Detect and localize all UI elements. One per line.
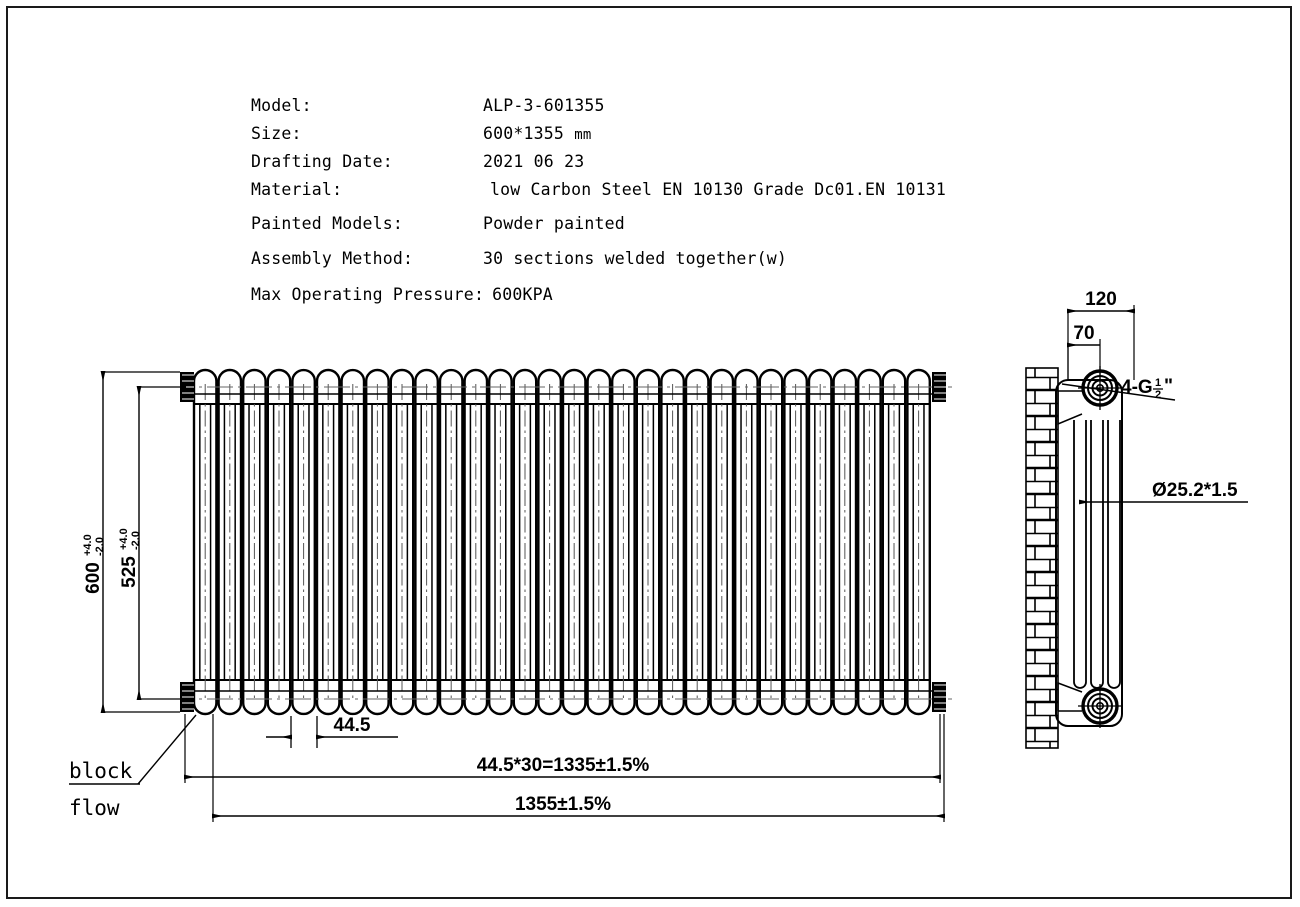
fin-array [192, 368, 931, 716]
label-thread-prefix: 4-G [1121, 377, 1153, 398]
label-thread-suffix: " [1164, 376, 1173, 397]
section-tube-edge [764, 404, 778, 680]
spec-label-pressure: Max Operating Pressure: [251, 285, 485, 304]
manifold-centerlines [168, 386, 952, 700]
dimension-pitch: 44.5 [266, 715, 398, 748]
spec-label-assembly: Assembly Method: [251, 249, 414, 268]
label-flow: flow [69, 796, 120, 820]
dim-525-value: 525 [119, 556, 140, 588]
manifold-lines [182, 393, 944, 692]
spec-value-size-number: 600*1355 [483, 124, 565, 143]
spec-label-painted: Painted Models: [251, 214, 404, 233]
section-tube-edge [420, 404, 433, 680]
section-tube-edge [592, 404, 605, 680]
side-body-outline [1055, 379, 1123, 727]
dim-525-minus: -2.0 [130, 531, 142, 550]
end-plug-left [180, 372, 194, 712]
section-tube-edge [641, 404, 655, 680]
section-tube-edge [814, 404, 827, 680]
section-tube-edge [543, 404, 556, 680]
label-thread-denominator: 2 [1155, 389, 1161, 401]
spec-value-size: 600*1355 mm [483, 124, 1011, 143]
section-tube-edge [322, 404, 335, 680]
dimension-height-overall: 600 +4.0 -2.0 [82, 371, 180, 713]
callout-thread: 4-G 1 2 " [1061, 376, 1176, 401]
section-tube-edge [248, 404, 261, 680]
spec-row-model: Model: ALP-3-601355 [251, 96, 1011, 124]
side-tube-columns [1073, 420, 1121, 689]
section-tube-edge [518, 404, 532, 680]
section-tube-edge [346, 404, 359, 680]
wall-brackets [1057, 390, 1083, 712]
section-tube-edge [371, 404, 384, 680]
wall-brick-hatch [1025, 367, 1059, 749]
section-tube-edge [445, 404, 458, 680]
spec-value-model: ALP-3-601355 [483, 96, 605, 115]
dimension-width-overall: 1355±1.5% [212, 714, 945, 822]
label-tube-size: Ø25.2*1.5 [1152, 480, 1238, 501]
spec-row-pressure: Max Operating Pressure: 600KPA [251, 285, 1011, 313]
section-tube-edge [568, 404, 581, 680]
drawing-border [6, 6, 1292, 899]
dim-600-value: 600 [83, 562, 104, 594]
section-tube-edge [740, 404, 753, 680]
section-tube-edge [395, 404, 409, 680]
front-view-radiator [168, 368, 952, 716]
callout-block-flow: block flow [69, 714, 197, 820]
dimension-pitch-total: 44.5*30=1335±1.5% [184, 714, 941, 783]
spec-value-assembly: 30 sections welded together(w) [483, 249, 788, 268]
spec-label-material: Material: [251, 180, 343, 199]
label-thread-numerator: 1 [1155, 377, 1161, 389]
dim-600-minus: -2.0 [94, 537, 106, 556]
section-tube-edge [617, 404, 630, 680]
spec-value-size-units: mm [574, 127, 592, 143]
spec-value-material: low Carbon Steel EN 10130 Grade Dc01.EN … [490, 180, 947, 199]
spec-row-painted: Painted Models: Powder painted [251, 214, 1011, 249]
section-tube-edge [863, 404, 876, 680]
section-tube-edge [887, 404, 901, 680]
spec-row-assembly: Assembly Method: 30 sections welded toge… [251, 249, 1011, 285]
section-tube-edge [272, 404, 286, 680]
spec-value-date: 2021 06 23 [483, 152, 585, 171]
dimension-depth-inner: 70 [1067, 323, 1101, 380]
dim-600-plus: +4.0 [82, 534, 94, 556]
section-tube-edge [715, 404, 728, 680]
label-block: block [69, 759, 133, 783]
section-tube-edge [469, 404, 482, 680]
spec-label-date: Drafting Date: [251, 152, 393, 171]
dim-120-label: 120 [1085, 289, 1117, 310]
spec-label-model: Model: [251, 96, 312, 115]
section-tube-edge [494, 404, 507, 680]
section-tube-edge [691, 404, 704, 680]
section-tube-edge [912, 404, 925, 680]
spec-row-date: Drafting Date: 2021 06 23 [251, 152, 1011, 180]
side-view: 120 70 4-G 1 2 " Ø25.2* [1025, 289, 1248, 749]
dim-525-plus: +4.0 [118, 528, 130, 550]
section-tube-edge [297, 404, 310, 680]
dim-1335-label: 44.5*30=1335±1.5% [477, 755, 650, 776]
spec-value-painted: Powder painted [483, 214, 625, 233]
spec-label-size: Size: [251, 124, 302, 143]
callout-tube-size: Ø25.2*1.5 [1079, 480, 1248, 505]
section-tube-edge [838, 404, 851, 680]
section-tube-edge [666, 404, 679, 680]
dim-70-label: 70 [1073, 323, 1094, 344]
spec-value-pressure: 600KPA [492, 285, 553, 304]
section-tube-edge [199, 404, 212, 680]
section-tube-edge [223, 404, 236, 680]
valve-port-bottom [1078, 684, 1122, 728]
dimension-height-centers: 525 +4.0 -2.0 [118, 386, 186, 700]
section-tube-edge [789, 404, 802, 680]
spec-row-material: Material: low Carbon Steel EN 10130 Grad… [251, 180, 1011, 214]
spec-row-size: Size: 600*1355 mm [251, 124, 1011, 152]
specification-block: Model: ALP-3-601355 Size: 600*1355 mm Dr… [251, 96, 1011, 313]
dim-1355-label: 1355±1.5% [515, 794, 611, 815]
dim-44-5-label: 44.5 [334, 715, 371, 736]
end-plug-right [932, 372, 946, 712]
